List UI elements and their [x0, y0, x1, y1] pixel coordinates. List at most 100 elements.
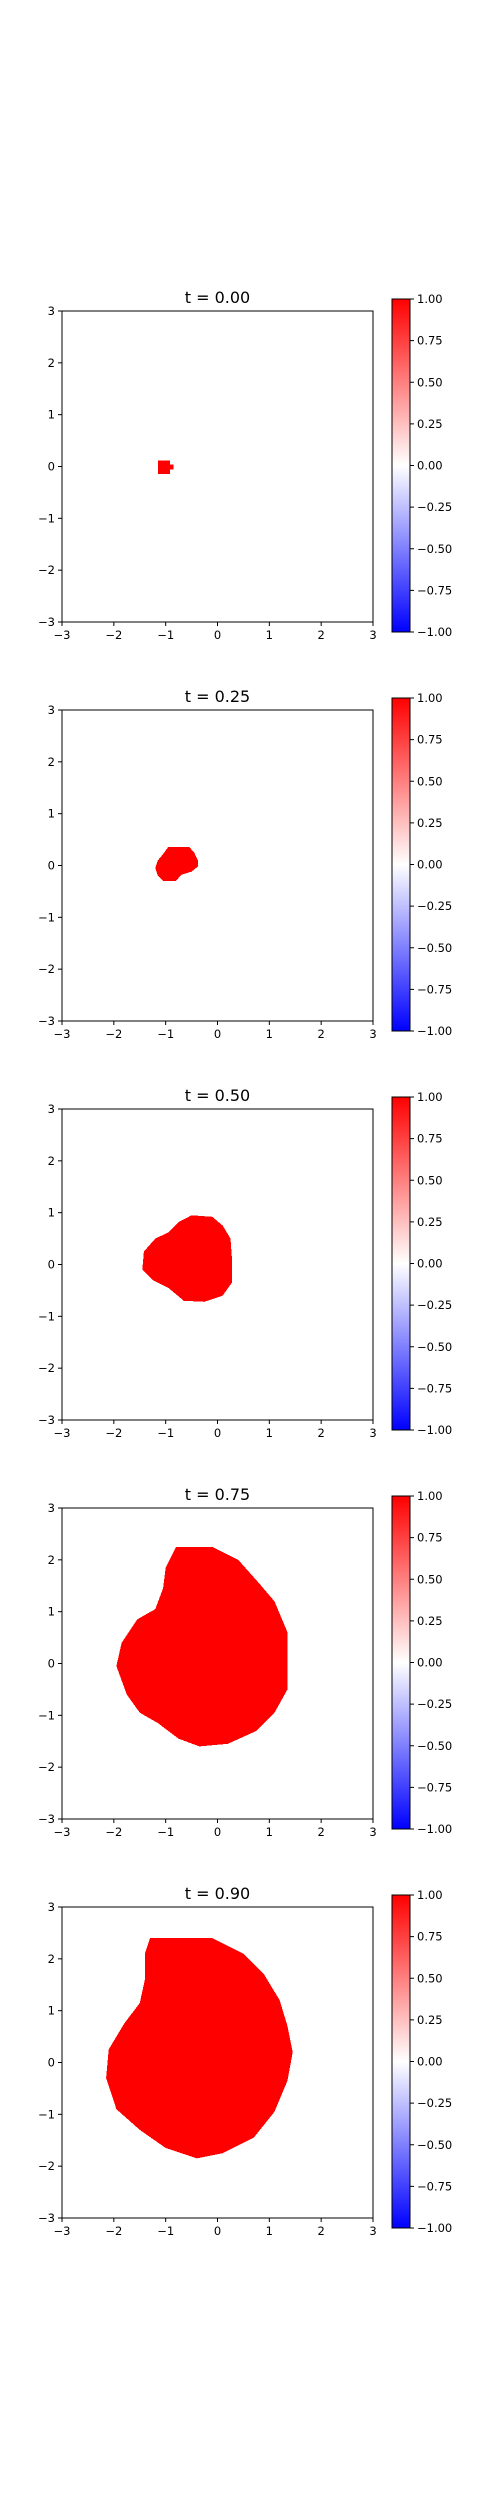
colorbar-tick-label: −0.75	[417, 1381, 452, 1395]
heatmap-background	[62, 710, 373, 1021]
y-tick-label: 3	[48, 1900, 55, 1914]
colorbar-tick-label: −0.25	[417, 1298, 452, 1312]
x-tick-label: 2	[318, 628, 325, 642]
colorbar	[391, 298, 411, 633]
y-tick-label: −3	[38, 615, 55, 629]
x-tick-label: 1	[266, 1825, 273, 1839]
colorbar-tick-label: −0.50	[417, 1340, 452, 1354]
y-tick-label: 2	[48, 1952, 55, 1966]
x-tick-label: −2	[105, 1825, 122, 1839]
x-tick-label: 3	[369, 1426, 376, 1440]
panel-title: t = 0.75	[185, 1485, 250, 1504]
colorbar	[391, 697, 411, 1032]
colorbar-tick-label: −1.00	[417, 625, 452, 639]
colorbar-tick-label: 0.00	[417, 459, 443, 473]
x-tick-label: −3	[54, 1027, 71, 1041]
y-tick-label: −3	[38, 2211, 55, 2225]
y-tick-label: 0	[48, 2056, 55, 2070]
colorbar-tick-label: −0.75	[417, 982, 452, 996]
x-tick-label: −3	[54, 2224, 71, 2238]
x-tick-label: −2	[105, 1027, 122, 1041]
y-tick-label: 0	[48, 1657, 55, 1671]
colorbar-tick-label: 0.50	[417, 1572, 443, 1586]
y-tick-label: 0	[48, 1258, 55, 1272]
y-tick-label: −3	[38, 1812, 55, 1826]
colorbar-tick-label: 0.25	[417, 1215, 443, 1229]
colorbar-tick-label: 0.75	[417, 1132, 443, 1146]
heatmap-panel-0: t = 0.00 −3 −2 −1 0 1 2 3 −3 −2 −1 0 1 2 3 1.00 0.75 0.50…	[38, 288, 452, 642]
colorbar-tick-label: −0.25	[417, 2096, 452, 2110]
x-tick-label: −1	[157, 1027, 174, 1041]
colorbar-tick-label: −0.25	[417, 500, 452, 514]
colorbar-tick-label: 0.25	[417, 2013, 443, 2027]
y-tick-label: −1	[38, 511, 55, 525]
x-tick-label: 2	[318, 1825, 325, 1839]
x-tick-label: −3	[54, 628, 71, 642]
y-tick-label: 1	[48, 2004, 55, 2018]
heatmap-region-positive	[116, 1546, 288, 1747]
colorbar-tick-label: −0.50	[417, 2138, 452, 2152]
y-tick-label: −1	[38, 2107, 55, 2121]
colorbar-tick-label: −1.00	[417, 1822, 452, 1836]
x-tick-label: 0	[214, 1426, 221, 1440]
x-tick-label: 0	[214, 1027, 221, 1041]
heatmap-background	[62, 311, 373, 622]
x-tick-label: 2	[318, 1027, 325, 1041]
y-tick-label: 1	[48, 807, 55, 821]
panel-title: t = 0.50	[185, 1086, 250, 1105]
y-tick-label: −2	[38, 1361, 55, 1375]
x-tick-label: 3	[369, 1027, 376, 1041]
colorbar-tick-label: 0.75	[417, 1531, 443, 1545]
heatmap-region-positive	[155, 846, 198, 881]
colorbar-tick-label: 0.25	[417, 1614, 443, 1628]
heatmap-panel-1: t = 0.25 −3 −2 −1 0 1 2 3 −3 −2 −1 0 1 2 3 1.00 0.75 0.50…	[38, 687, 452, 1041]
colorbar-tick-label: −0.50	[417, 542, 452, 556]
colorbar-tick-label: −0.25	[417, 1697, 452, 1711]
colorbar-tick-label: 0.75	[417, 334, 443, 348]
y-tick-label: 1	[48, 1206, 55, 1220]
y-tick-label: −2	[38, 2159, 55, 2173]
colorbar-tick-label: 0.75	[417, 733, 443, 747]
colorbar-tick-label: 0.50	[417, 1971, 443, 1985]
heatmap-panel-2: t = 0.50 −3 −2 −1 0 1 2 3 −3 −2 −1 0 1 2 3 1.00 0.75 0.50…	[38, 1086, 452, 1440]
x-tick-label: −2	[105, 2224, 122, 2238]
panel-title: t = 0.90	[185, 1884, 250, 1903]
colorbar-tick-label: 1.00	[417, 292, 443, 306]
x-tick-label: 0	[214, 2224, 221, 2238]
y-tick-label: −3	[38, 1413, 55, 1427]
colorbar-tick-label: 1.00	[417, 691, 443, 705]
x-tick-label: −1	[157, 1825, 174, 1839]
colorbar	[391, 1096, 411, 1431]
heatmap-panel-3: t = 0.75 −3 −2 −1 0 1 2 3 −3 −2 −1 0 1 2 3 1.00 0.75 0.50…	[38, 1485, 452, 1839]
colorbar	[391, 1495, 411, 1830]
y-tick-label: −2	[38, 1760, 55, 1774]
x-tick-label: 1	[266, 2224, 273, 2238]
y-tick-label: 2	[48, 1553, 55, 1567]
colorbar-tick-label: 1.00	[417, 1888, 443, 1902]
colorbar-tick-label: −0.75	[417, 2179, 452, 2193]
colorbar-tick-label: −0.75	[417, 583, 452, 597]
colorbar-tick-label: 0.00	[417, 2055, 443, 2069]
colorbar-tick-label: 1.00	[417, 1489, 443, 1503]
y-tick-label: 3	[48, 703, 55, 717]
heatmap-region-positive	[142, 1215, 232, 1302]
x-tick-label: 1	[266, 1426, 273, 1440]
y-tick-label: −2	[38, 563, 55, 577]
x-tick-label: −2	[105, 628, 122, 642]
x-tick-label: 1	[266, 628, 273, 642]
y-tick-label: −1	[38, 1309, 55, 1323]
colorbar-tick-label: 0.00	[417, 1656, 443, 1670]
colorbar	[391, 1894, 411, 2229]
y-tick-label: 2	[48, 755, 55, 769]
colorbar-tick-label: 0.00	[417, 1257, 443, 1271]
x-tick-label: −3	[54, 1825, 71, 1839]
x-tick-label: 3	[369, 2224, 376, 2238]
y-tick-label: 0	[48, 859, 55, 873]
y-tick-label: 2	[48, 356, 55, 370]
colorbar-tick-label: −1.00	[417, 1024, 452, 1038]
colorbar-tick-label: −0.50	[417, 941, 452, 955]
heatmap-panel-4: t = 0.90 −3 −2 −1 0 1 2 3 −3 −2 −1 0 1 2 3 1.00 0.75 0.50…	[38, 1884, 452, 2238]
colorbar-tick-label: −1.00	[417, 2221, 452, 2235]
colorbar-tick-label: −0.75	[417, 1780, 452, 1794]
